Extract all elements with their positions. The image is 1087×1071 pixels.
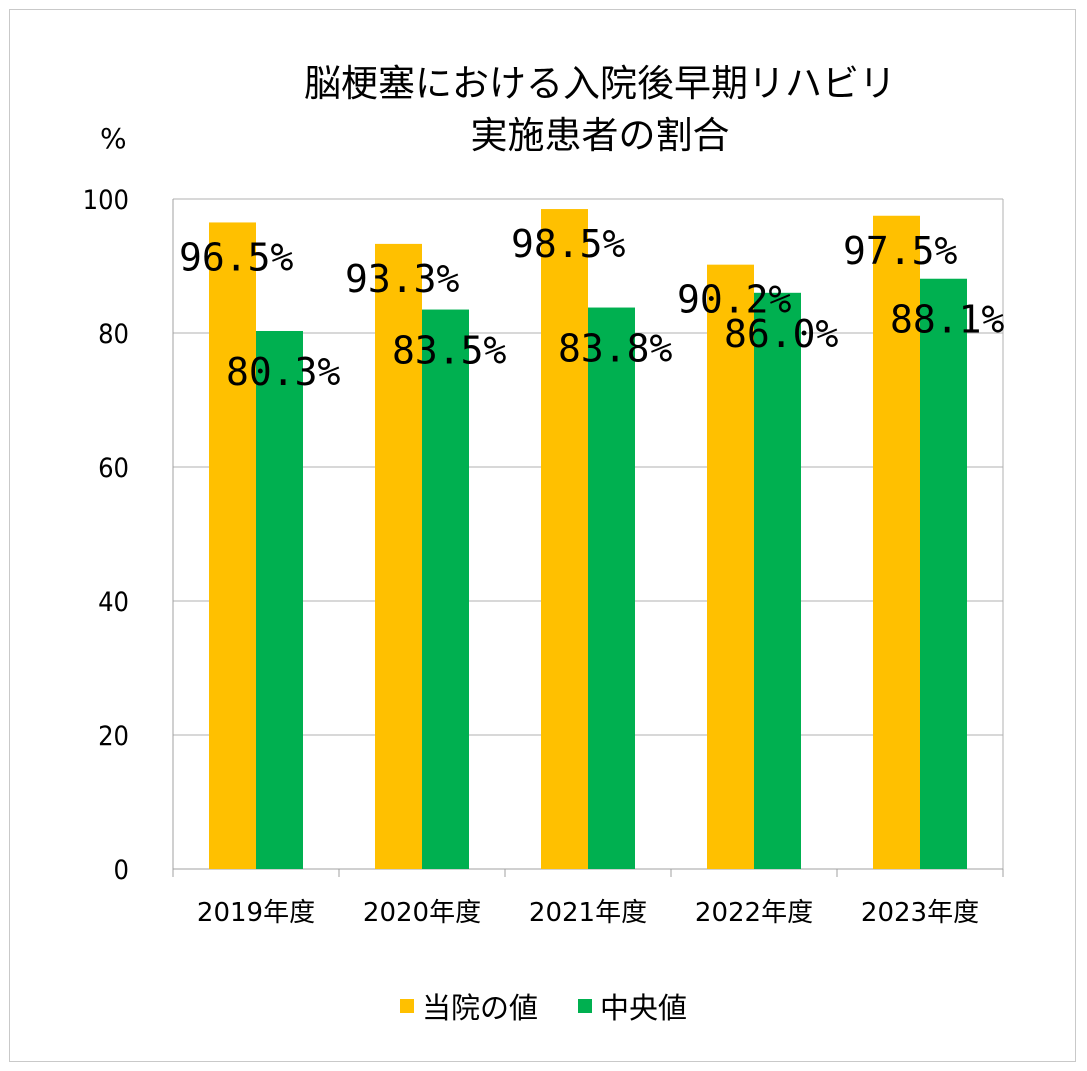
bar-median — [754, 292, 801, 869]
y-tick-label: 40 — [98, 587, 129, 618]
data-label-own-hospital: 97.5% — [843, 229, 958, 273]
legend-swatch-own-hospital — [399, 999, 414, 1013]
y-tick-label: 80 — [98, 319, 129, 350]
legend: 当院の値 中央値 — [0, 985, 1087, 1027]
bar-median — [588, 307, 635, 869]
x-tick-label: 2021年度 — [529, 898, 647, 928]
chart-title-line-2: 実施患者の割合 — [470, 114, 730, 157]
x-tick-label: 2023年度 — [861, 898, 979, 928]
chart-title-line-1: 脳梗塞における入院後早期リハビリ — [304, 62, 896, 105]
data-label-own-hospital: 96.5% — [179, 235, 294, 279]
bar-own-hospital — [209, 222, 256, 869]
legend-item-median: 中央値 — [578, 985, 687, 1027]
x-tick-label: 2020年度 — [363, 898, 481, 928]
data-label-own-hospital: 98.5% — [511, 222, 626, 266]
data-label-median: 80.3% — [226, 350, 341, 394]
legend-label-own-hospital: 当院の値 — [421, 991, 538, 1025]
data-label-median: 83.5% — [392, 329, 507, 373]
y-tick-label: 60 — [98, 453, 129, 484]
legend-swatch-median — [578, 999, 592, 1013]
y-tick-label: 20 — [98, 721, 129, 752]
legend-item-own-hospital: 当院の値 — [399, 985, 538, 1027]
bar-median — [422, 309, 469, 869]
bar-own-hospital — [873, 215, 920, 869]
y-tick-label: 100 — [83, 185, 129, 216]
bar-median — [256, 330, 303, 869]
data-label-median: 88.1% — [890, 298, 1005, 342]
y-axis-unit-label: % — [100, 122, 127, 155]
data-label-own-hospital: 90.2% — [677, 278, 792, 322]
chart-title: 脳梗塞における入院後早期リハビリ 実施患者の割合 — [150, 58, 1050, 162]
bar-own-hospital — [375, 243, 422, 869]
bar-own-hospital — [541, 209, 588, 870]
data-label-median: 86.0% — [724, 312, 839, 356]
x-tick-label: 2022年度 — [695, 898, 813, 928]
y-tick-label: 0 — [114, 855, 129, 886]
data-label-median: 83.8% — [558, 327, 673, 371]
x-tick-label: 2019年度 — [197, 898, 315, 928]
data-label-own-hospital: 93.3% — [345, 257, 460, 301]
bar-median — [920, 278, 967, 870]
legend-label-median: 中央値 — [600, 991, 688, 1025]
bar-own-hospital — [707, 264, 754, 869]
